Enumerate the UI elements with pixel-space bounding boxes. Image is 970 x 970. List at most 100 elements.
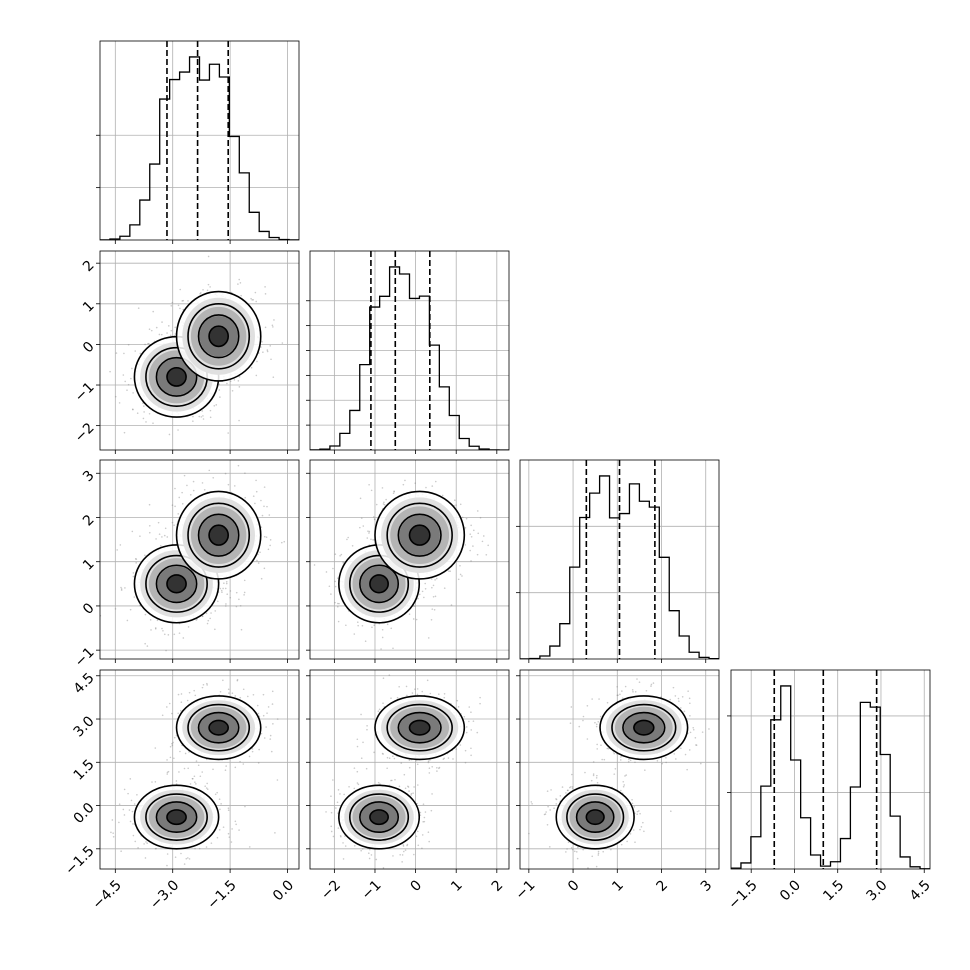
scatter-point (427, 761, 430, 764)
scatter-point (381, 752, 384, 755)
scatter-point (238, 376, 241, 378)
scatter-point (250, 297, 252, 300)
scatter-point (463, 715, 466, 718)
scatter-point (155, 847, 157, 850)
scatter-point (195, 619, 198, 621)
scatter-point (234, 695, 237, 697)
scatter-point (434, 480, 437, 483)
scatter-point (205, 612, 208, 615)
x-tick-label: 1 (448, 877, 466, 895)
scatter-point (238, 278, 241, 281)
scatter-point (421, 690, 424, 693)
scatter-point (202, 415, 204, 417)
scatter-point (193, 689, 195, 692)
scatter-point (408, 766, 411, 769)
scatter-point (165, 649, 167, 652)
y-tick-label: 4.5 (71, 670, 98, 697)
scatter-point (410, 794, 412, 796)
scatter-point (257, 762, 260, 764)
scatter-point (178, 771, 180, 773)
scatter-point (236, 679, 239, 682)
scatter-point (144, 857, 147, 859)
scatter-point (410, 792, 413, 795)
scatter-point (262, 714, 265, 717)
contours (338, 695, 466, 850)
panel-frame (99, 250, 300, 451)
scatter-point (447, 757, 450, 759)
contour-line (397, 513, 442, 557)
contour-line (359, 801, 400, 834)
scatter-point (422, 803, 425, 805)
scatter-point (152, 310, 155, 313)
scatter-point (205, 787, 208, 789)
scatter-point (431, 485, 434, 487)
scatter-point (146, 645, 149, 647)
scatter-point (394, 778, 396, 781)
y-tick-label: 2 (80, 258, 98, 276)
scatter-point (336, 801, 339, 804)
scatter-point (385, 498, 387, 501)
scatter-point (184, 752, 187, 755)
scatter-point (256, 704, 259, 707)
scatter-point (226, 593, 229, 596)
y-tick-label: 0 (80, 339, 98, 357)
scatter-point (130, 799, 133, 802)
contour-line (187, 703, 251, 752)
scatter-point (590, 779, 593, 782)
scatter-point (258, 748, 260, 751)
scatter-point (132, 392, 134, 394)
contour-line (166, 366, 187, 387)
scatter-point (181, 502, 184, 505)
scatter-point (406, 844, 408, 847)
scatter-point (264, 293, 267, 295)
scatter-point (436, 766, 438, 769)
scatter-point (403, 773, 406, 776)
scatter-point (443, 587, 446, 589)
scatter-point (424, 588, 427, 590)
scatter-point (436, 770, 438, 772)
scatter-point (166, 759, 168, 761)
scatter-point (368, 483, 370, 486)
scatter-point (313, 564, 316, 566)
scatter-point (206, 782, 208, 785)
panel-frame (99, 40, 300, 241)
scatter-point (381, 487, 384, 489)
scatter-point (227, 432, 229, 434)
scatter-point (151, 781, 153, 783)
y-tick-label: −1.5 (62, 843, 97, 878)
scatter-point (131, 530, 134, 533)
scatter-point (122, 808, 125, 811)
scatter-point (170, 334, 172, 337)
panel-frame (309, 459, 510, 660)
scatter-point (188, 691, 191, 694)
scatter-point (150, 329, 153, 332)
y-tick-label: 0.0 (71, 800, 98, 827)
scatter-point (131, 408, 134, 410)
x-tick-label: 0 (408, 877, 426, 895)
scatter-point (364, 640, 367, 643)
scatter-point (259, 551, 261, 554)
scatter-point (266, 349, 269, 351)
scatter-point (123, 352, 125, 355)
x-tick-label: 0.0 (270, 877, 297, 904)
contour-line (208, 325, 230, 348)
scatter-point (431, 608, 434, 610)
scatter-point (217, 600, 219, 603)
scatter-point (262, 693, 265, 696)
scatter-point (457, 578, 460, 581)
scatter-point (356, 782, 359, 784)
scatter-point (148, 503, 151, 506)
scatter-point (179, 750, 181, 753)
scatter-point (194, 781, 196, 783)
scatter-point (201, 686, 204, 689)
scatter-point (235, 591, 238, 594)
scatter-point (346, 538, 348, 541)
scatter-point (629, 833, 632, 835)
scatter-point (212, 768, 214, 771)
scatter-point (111, 819, 114, 821)
scatter-point (448, 570, 450, 572)
scatter-point (334, 601, 336, 604)
contour-line (374, 490, 466, 580)
scatter-point (149, 619, 152, 621)
scatter-point (340, 835, 342, 838)
